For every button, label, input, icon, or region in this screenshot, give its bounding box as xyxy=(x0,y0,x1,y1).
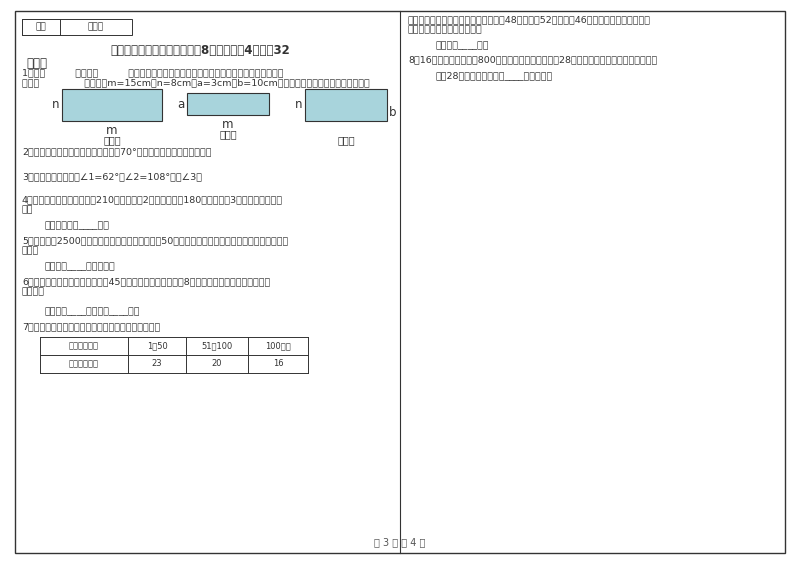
Bar xyxy=(22,19,60,35)
Text: 分）。: 分）。 xyxy=(26,57,47,70)
Text: 线杆？: 线杆？ xyxy=(22,246,39,255)
Text: 购票人数／人: 购票人数／人 xyxy=(69,341,99,350)
Text: 5．在一条长2500米的公路两侧架设电线杆，每隔50米架设一根，若公路两头不架，共需多少根电: 5．在一条长2500米的公路两侧架设电线杆，每隔50米架设一根，若公路两头不架，… xyxy=(22,236,288,245)
Bar xyxy=(187,93,269,115)
Text: 1．第（          ）个和（          ）个长方形可以拼成一个新的大长方形，拼成后的面积用字母: 1．第（ ）个和（ ）个长方形可以拼成一个新的大长方形，拼成后的面积用字母 xyxy=(22,68,283,77)
Text: a: a xyxy=(177,98,184,111)
Text: 3．在三角形中，已知∠1=62°，∠2=108°，求∠3。: 3．在三角形中，已知∠1=62°，∠2=108°，求∠3。 xyxy=(22,172,202,181)
Text: 23: 23 xyxy=(152,359,162,368)
Text: 16: 16 xyxy=(273,359,283,368)
Bar xyxy=(22,19,132,35)
Text: 100以上: 100以上 xyxy=(265,341,291,350)
Text: 8．16箱蜜蜂一年可以酿800千克蜂蜜。照这样计算，28箱蜜蜂一年可以酿多少千克蜂蜜？: 8．16箱蜜蜂一年可以酿800千克蜂蜜。照这样计算，28箱蜜蜂一年可以酿多少千克… xyxy=(408,55,658,64)
Text: 答：28箱蜜蜂一年可以酿____千克蜂蜜。: 答：28箱蜜蜂一年可以酿____千克蜂蜜。 xyxy=(436,71,554,80)
Text: （一）: （一） xyxy=(103,135,121,145)
Text: 51～100: 51～100 xyxy=(202,341,233,350)
Text: 答：妈妈____岁，小红____岁。: 答：妈妈____岁，小红____岁。 xyxy=(45,307,141,316)
Bar xyxy=(62,89,162,121)
Text: 示是（               ）。如果m=15cm，n=8cm，a=3cm，b=10cm，那拼成后的面积是多少平方厘米？: 示是（ ）。如果m=15cm，n=8cm，a=3cm，b=10cm，那拼成后的面… xyxy=(22,78,370,87)
Text: m: m xyxy=(106,124,118,137)
Text: 棵？: 棵？ xyxy=(22,205,34,214)
Text: 方程解）: 方程解） xyxy=(22,287,45,296)
Text: 六、应用知识，解决问题（共8小题，每题4分，共32: 六、应用知识，解决问题（共8小题，每题4分，共32 xyxy=(110,44,290,57)
Text: 评卷人: 评卷人 xyxy=(88,23,104,32)
Text: 1～50: 1～50 xyxy=(146,341,167,350)
Text: 答：一共植树____棵。: 答：一共植树____棵。 xyxy=(45,221,110,230)
Text: b: b xyxy=(389,106,397,120)
Text: n: n xyxy=(294,98,302,111)
Text: m: m xyxy=(222,118,234,131)
Text: 4．同学们去植树。五年级有210人，每人栽2棵，六年级有180人，每人栽3棵。一共植树多少: 4．同学们去植树。五年级有210人，每人栽2棵，六年级有180人，每人栽3棵。一… xyxy=(22,195,283,204)
Bar xyxy=(305,89,387,121)
Text: （三）: （三） xyxy=(337,135,355,145)
Text: 6．小红和妈妈的年龄加在一起是45岁，妈妈的年龄是小红的8倍，妈妈和小红各多少岁？（用: 6．小红和妈妈的年龄加在一起是45岁，妈妈的年龄是小红的8倍，妈妈和小红各多少岁… xyxy=(22,277,270,286)
Text: 答：共需____元。: 答：共需____元。 xyxy=(436,41,490,50)
Text: 红星小学四年级学生去公园游玩，一班48人，二班52人，三班46人，为了节约费用，三个: 红星小学四年级学生去公园游玩，一班48人，二班52人，三班46人，为了节约费用，… xyxy=(408,15,651,24)
Text: 2．已知一个等腰三角形的一个顶角是70°，它的每一个底角是多少度？: 2．已知一个等腰三角形的一个顶角是70°，它的每一个底角是多少度？ xyxy=(22,147,211,156)
Text: 7．家一起去游玩，兴庆公园的游园票价规定如下表：: 7．家一起去游玩，兴庆公园的游园票价规定如下表： xyxy=(22,322,160,331)
Text: 第 3 页 共 4 页: 第 3 页 共 4 页 xyxy=(374,537,426,547)
Text: 答：共需____根电线杆。: 答：共需____根电线杆。 xyxy=(45,262,116,271)
Text: 班合起来购票，共需多少元？: 班合起来购票，共需多少元？ xyxy=(408,25,482,34)
Text: （二）: （二） xyxy=(219,129,237,139)
Text: 20: 20 xyxy=(212,359,222,368)
Text: n: n xyxy=(51,98,59,111)
Text: 每人票价／人: 每人票价／人 xyxy=(69,359,99,368)
Text: 得分: 得分 xyxy=(36,23,46,32)
